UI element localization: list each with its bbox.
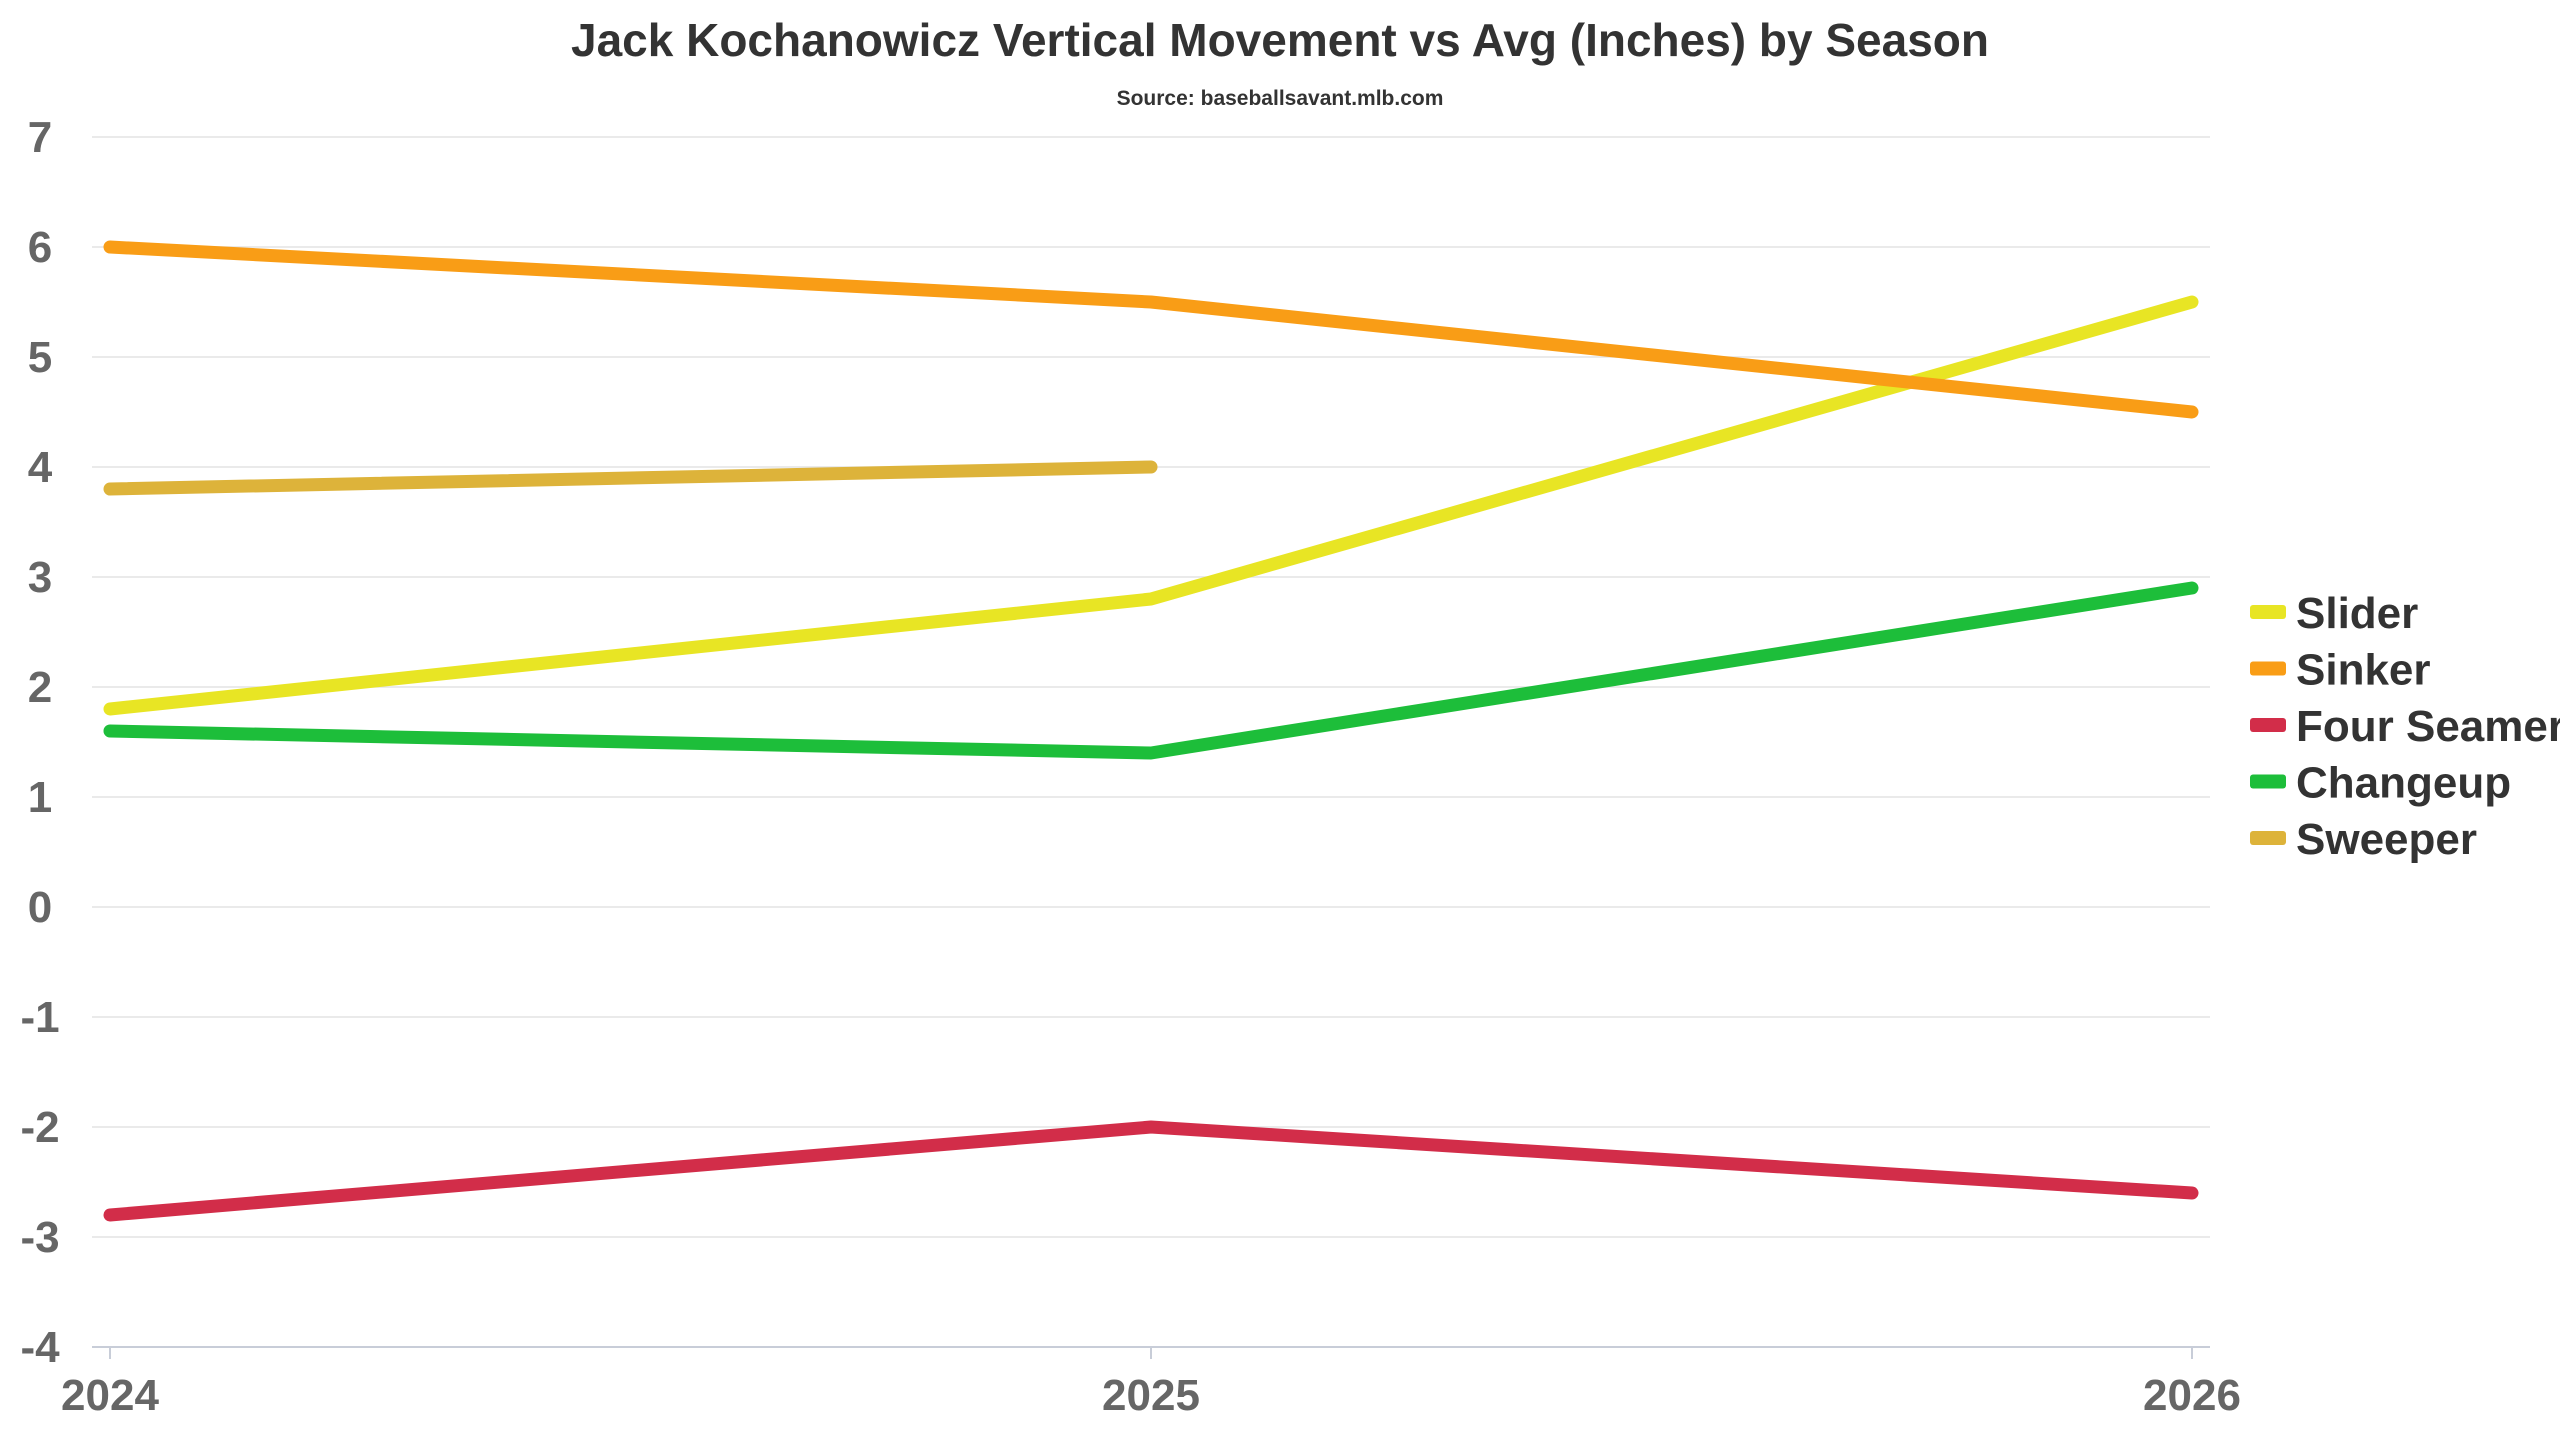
y-tick-label: -3 (20, 1213, 59, 1262)
legend-swatch-sinker (2250, 661, 2286, 676)
y-tick-label: 0 (28, 883, 52, 932)
series-line-four-seamer (103, 1120, 2199, 1222)
legend-label-slider: Slider (2296, 589, 2418, 638)
y-tick-label: 4 (28, 443, 53, 492)
y-tick-label: -2 (20, 1103, 59, 1152)
legend-swatch-four-seamer (2250, 718, 2286, 732)
series-lines (103, 240, 2199, 1222)
grid-lines (92, 136, 2210, 1348)
legend-label-sweeper: Sweeper (2296, 815, 2477, 864)
series-line-sweeper (103, 460, 1158, 496)
y-tick-label: 3 (28, 553, 52, 602)
series-line-slider (103, 295, 2199, 716)
y-tick-label: 5 (28, 333, 52, 382)
legend-swatch-changeup (2250, 774, 2286, 789)
y-tick-label: 2 (28, 663, 52, 712)
x-tick-label: 2025 (1102, 1371, 1200, 1420)
y-tick-label: 7 (28, 113, 52, 162)
y-tick-label: -1 (20, 993, 59, 1042)
y-tick-label: -4 (20, 1323, 60, 1372)
legend-label-four-seamer: Four Seamer (2296, 702, 2560, 751)
legend: Slider Sinker Four Seamer Changeup Sweeper (2250, 589, 2560, 864)
x-tick-label: 2026 (2143, 1371, 2241, 1420)
chart-subtitle: Source: baseballsavant.mlb.com (1117, 87, 1444, 110)
legend-label-changeup: Changeup (2296, 759, 2511, 808)
y-tick-label: 6 (28, 223, 52, 272)
series-line-sinker (103, 240, 2199, 419)
x-tick-label: 2024 (61, 1371, 159, 1420)
legend-label-sinker: Sinker (2296, 646, 2431, 695)
series-line-changeup (103, 581, 2199, 760)
chart-title: Jack Kochanowicz Vertical Movement vs Av… (571, 14, 1989, 66)
y-tick-label: 1 (28, 773, 52, 822)
legend-swatch-slider (2250, 605, 2286, 619)
legend-swatch-sweeper (2250, 831, 2286, 845)
